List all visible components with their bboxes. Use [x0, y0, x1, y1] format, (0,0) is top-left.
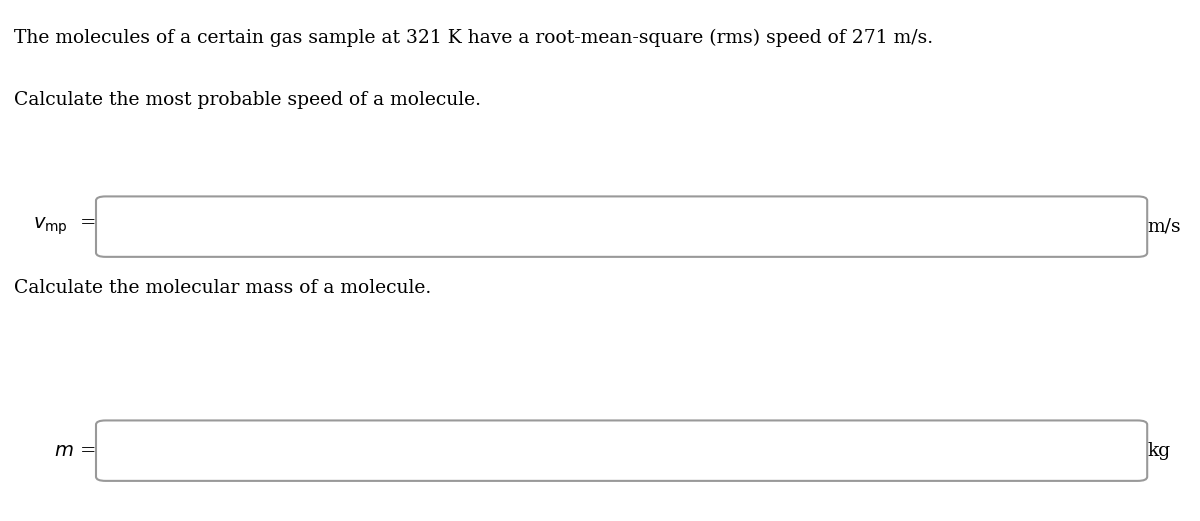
Text: Calculate the molecular mass of a molecule.: Calculate the molecular mass of a molecu… [14, 279, 432, 297]
Text: kg: kg [1147, 442, 1170, 460]
Text: m/s: m/s [1147, 218, 1181, 235]
Text: $\mathit{v}_\mathrm{mp}$  =: $\mathit{v}_\mathrm{mp}$ = [34, 216, 96, 238]
Text: The molecules of a certain gas sample at 321 K have a root-mean-square (rms) spe: The molecules of a certain gas sample at… [14, 29, 934, 47]
FancyBboxPatch shape [96, 196, 1147, 257]
Text: Calculate the most probable speed of a molecule.: Calculate the most probable speed of a m… [14, 91, 481, 109]
Text: $\mathit{m}$ =: $\mathit{m}$ = [54, 442, 96, 460]
FancyBboxPatch shape [96, 420, 1147, 481]
